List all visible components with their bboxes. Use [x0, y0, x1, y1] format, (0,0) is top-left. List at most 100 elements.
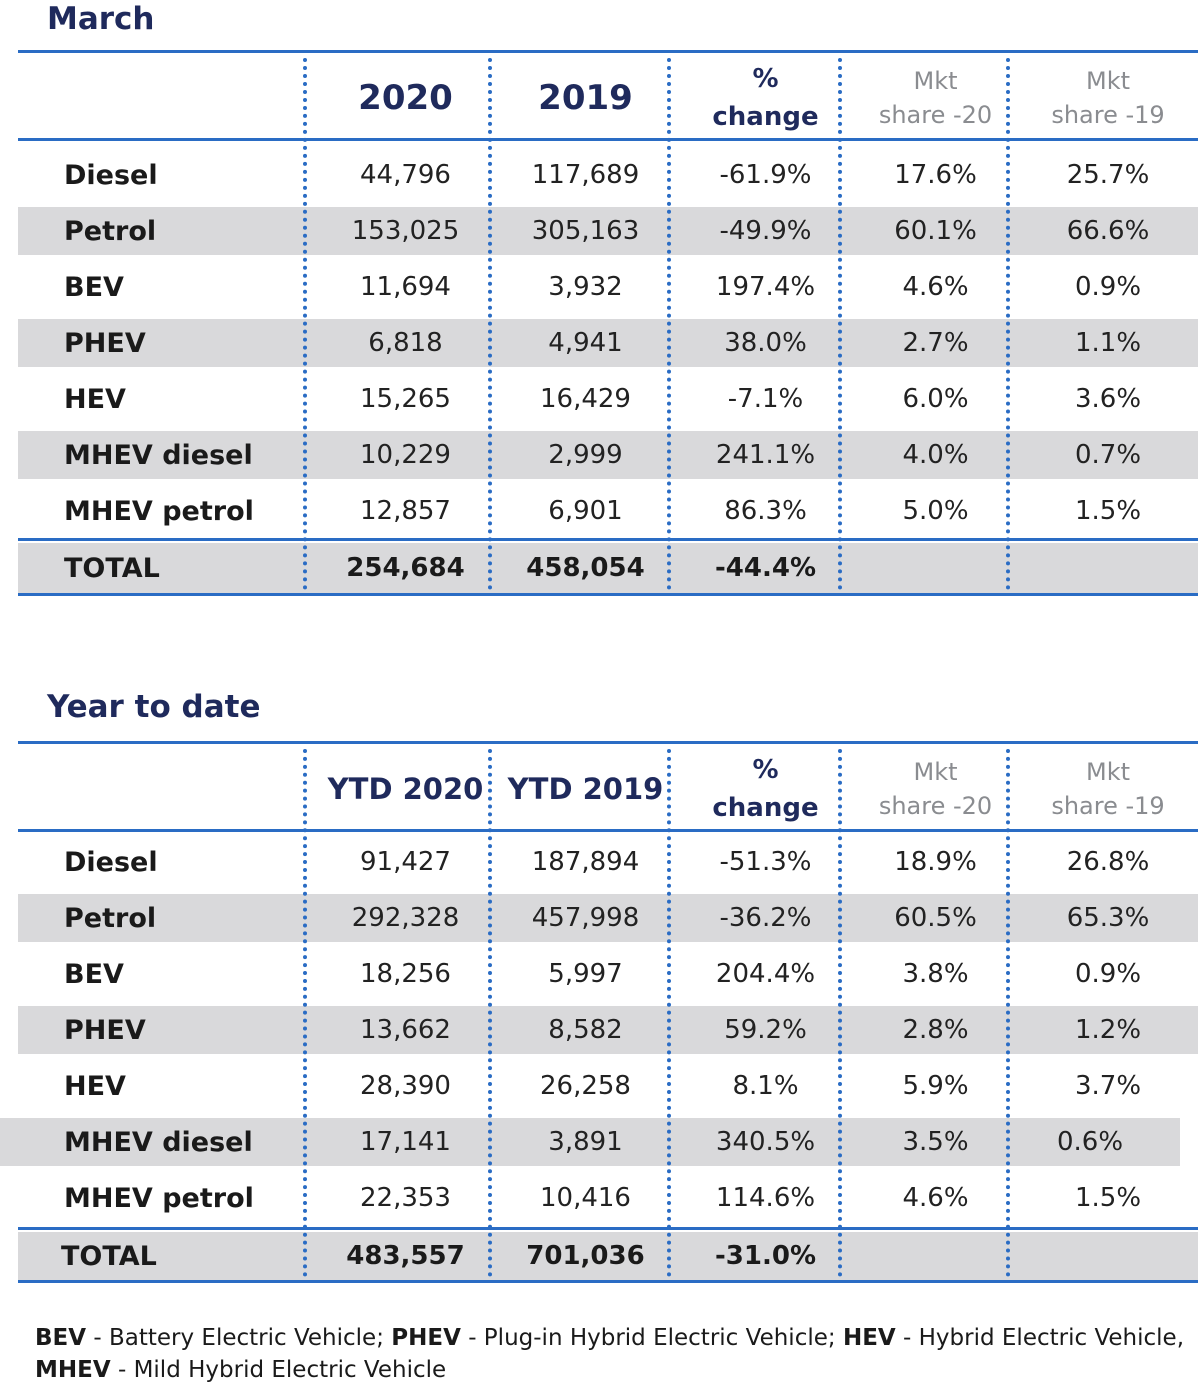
cell-2019: 6,901	[548, 496, 623, 526]
column-divider	[667, 58, 671, 590]
cell-change: 59.2%	[724, 1015, 807, 1045]
cell-share-20: 6.0%	[902, 384, 969, 414]
table-row: HEV 15,265 16,429 -7.1% 6.0% 3.6%	[18, 375, 1198, 423]
total-ytd-2020: 483,557	[346, 1241, 465, 1271]
cell-share-20: 5.0%	[902, 496, 969, 526]
row-label: HEV	[64, 383, 126, 415]
cell-change: 197.4%	[715, 272, 816, 302]
total-row: TOTAL 254,684 458,054 -44.4%	[18, 543, 1198, 593]
header-ytd-2020-label: YTD 2020	[327, 772, 484, 806]
cell-change: 8.1%	[732, 1071, 799, 1101]
cell-share-19: 65.3%	[1066, 903, 1150, 933]
cell-share-20: 4.6%	[902, 272, 969, 302]
cell-2019: 4,941	[548, 328, 623, 358]
row-label: MHEV diesel	[64, 1126, 253, 1158]
cell-share-20: 17.6%	[894, 160, 977, 190]
header-ytd-2019: YTD 2019	[493, 749, 678, 829]
cell-share-19: 1.1%	[1074, 328, 1142, 358]
cell-share-19: 3.7%	[1074, 1071, 1142, 1101]
table-row: MHEV diesel 10,229 2,999 241.1% 4.0% 0.7…	[18, 431, 1198, 479]
row-label: Petrol	[64, 215, 157, 247]
header-top-rule	[18, 741, 1198, 744]
table-row: HEV 28,390 26,258 8.1% 5.9% 3.7%	[18, 1062, 1198, 1110]
cell-change: 38.0%	[724, 328, 807, 358]
column-divider	[1006, 749, 1010, 1277]
cell-ytd-2019: 26,258	[540, 1071, 631, 1101]
cell-change: -36.2%	[719, 903, 812, 933]
table-row: Diesel 91,427 187,894 -51.3% 18.9% 26.8%	[18, 838, 1198, 886]
cell-2020: 12,857	[360, 496, 451, 526]
header-bottom-rule	[18, 138, 1198, 141]
cell-ytd-2019: 10,416	[540, 1183, 631, 1213]
header-mkt-share-19: Mkt share -19	[1018, 58, 1198, 138]
cell-share-20: 4.6%	[902, 1183, 969, 1213]
cell-ytd-2019: 3,891	[548, 1127, 623, 1157]
header-change-line1: %	[752, 64, 779, 94]
total-2019: 458,054	[526, 553, 645, 583]
march-title: March	[47, 1, 155, 37]
header-mkt19-line1: Mkt	[1085, 758, 1130, 786]
cell-ytd-2020: 28,390	[360, 1071, 451, 1101]
footnote-phev-abbr: PHEV	[391, 1325, 461, 1351]
cell-2019: 117,689	[531, 160, 640, 190]
total-change: -31.0%	[715, 1241, 816, 1271]
total-ytd-2019: 701,036	[526, 1241, 645, 1271]
row-label: MHEV petrol	[64, 1182, 254, 1214]
header-2019-label: 2019	[538, 78, 633, 118]
column-divider	[838, 749, 842, 1277]
footnote: BEV - Battery Electric Vehicle; PHEV - P…	[35, 1322, 1185, 1386]
table-row: BEV 11,694 3,932 197.4% 4.6% 0.9%	[18, 263, 1198, 311]
header-ytd-2019-label: YTD 2019	[507, 772, 664, 806]
column-divider	[1006, 58, 1010, 590]
cell-share-19: 0.9%	[1074, 272, 1142, 302]
table-row: Diesel 44,796 117,689 -61.9% 17.6% 25.7%	[18, 151, 1198, 199]
column-divider	[303, 749, 307, 1277]
footnote-mhev-abbr: MHEV	[35, 1357, 111, 1383]
cell-2020: 11,694	[360, 272, 451, 302]
cell-ytd-2019: 5,997	[548, 959, 623, 989]
cell-share-20: 2.8%	[902, 1015, 969, 1045]
cell-share-19: 1.5%	[1074, 1183, 1142, 1213]
cell-ytd-2019: 187,894	[531, 847, 640, 877]
table-row: MHEV diesel 17,141 3,891 340.5% 3.5% 0.6…	[0, 1118, 1180, 1166]
cell-share-19: 1.2%	[1074, 1015, 1142, 1045]
total-label: TOTAL	[64, 552, 160, 584]
header-mkt-share-20: Mkt share -20	[853, 749, 1018, 829]
header-mkt-share-20: Mkt share -20	[853, 58, 1018, 138]
footnote-mhev-text: - Mild Hybrid Electric Vehicle	[110, 1357, 447, 1383]
table-row: PHEV 6,818 4,941 38.0% 2.7% 1.1%	[18, 319, 1198, 367]
footnote-bev-text: - Battery Electric Vehicle;	[86, 1325, 392, 1351]
cell-2020: 10,229	[360, 440, 451, 470]
header-ytd-2020: YTD 2020	[308, 749, 503, 829]
total-label: TOTAL	[61, 1240, 157, 1272]
cell-2019: 3,932	[548, 272, 623, 302]
column-divider	[667, 749, 671, 1277]
ytd-table: YTD 2020 YTD 2019 % change Mkt share -20…	[0, 741, 1198, 1289]
cell-2020: 6,818	[368, 328, 443, 358]
march-table: 2020 2019 % change Mkt share -20 Mkt sha…	[18, 50, 1198, 598]
row-label: BEV	[64, 271, 124, 303]
cell-share-19: 1.5%	[1074, 496, 1142, 526]
header-2020-label: 2020	[358, 78, 453, 118]
header-2019: 2019	[493, 58, 678, 138]
row-label: PHEV	[64, 327, 146, 359]
cell-change: -61.9%	[719, 160, 812, 190]
column-divider	[488, 749, 492, 1277]
row-label: HEV	[64, 1070, 126, 1102]
cell-ytd-2020: 22,353	[360, 1183, 451, 1213]
cell-share-20: 4.0%	[902, 440, 969, 470]
cell-2019: 2,999	[548, 440, 623, 470]
cell-change: 86.3%	[724, 496, 807, 526]
header-mkt20-line1: Mkt	[913, 67, 958, 95]
footnote-bev-abbr: BEV	[35, 1325, 87, 1351]
cell-change: 340.5%	[715, 1127, 816, 1157]
cell-share-19: 0.6%	[1056, 1127, 1124, 1157]
table-row: MHEV petrol 12,857 6,901 86.3% 5.0% 1.5%	[18, 487, 1198, 535]
cell-2020: 44,796	[360, 160, 451, 190]
header-change-line1: %	[752, 755, 779, 785]
cell-ytd-2020: 91,427	[360, 847, 451, 877]
cell-change: 204.4%	[715, 959, 816, 989]
header-mkt19-line2: share -19	[1051, 792, 1165, 820]
header-change-line2: change	[712, 102, 819, 132]
cell-ytd-2019: 457,998	[531, 903, 640, 933]
